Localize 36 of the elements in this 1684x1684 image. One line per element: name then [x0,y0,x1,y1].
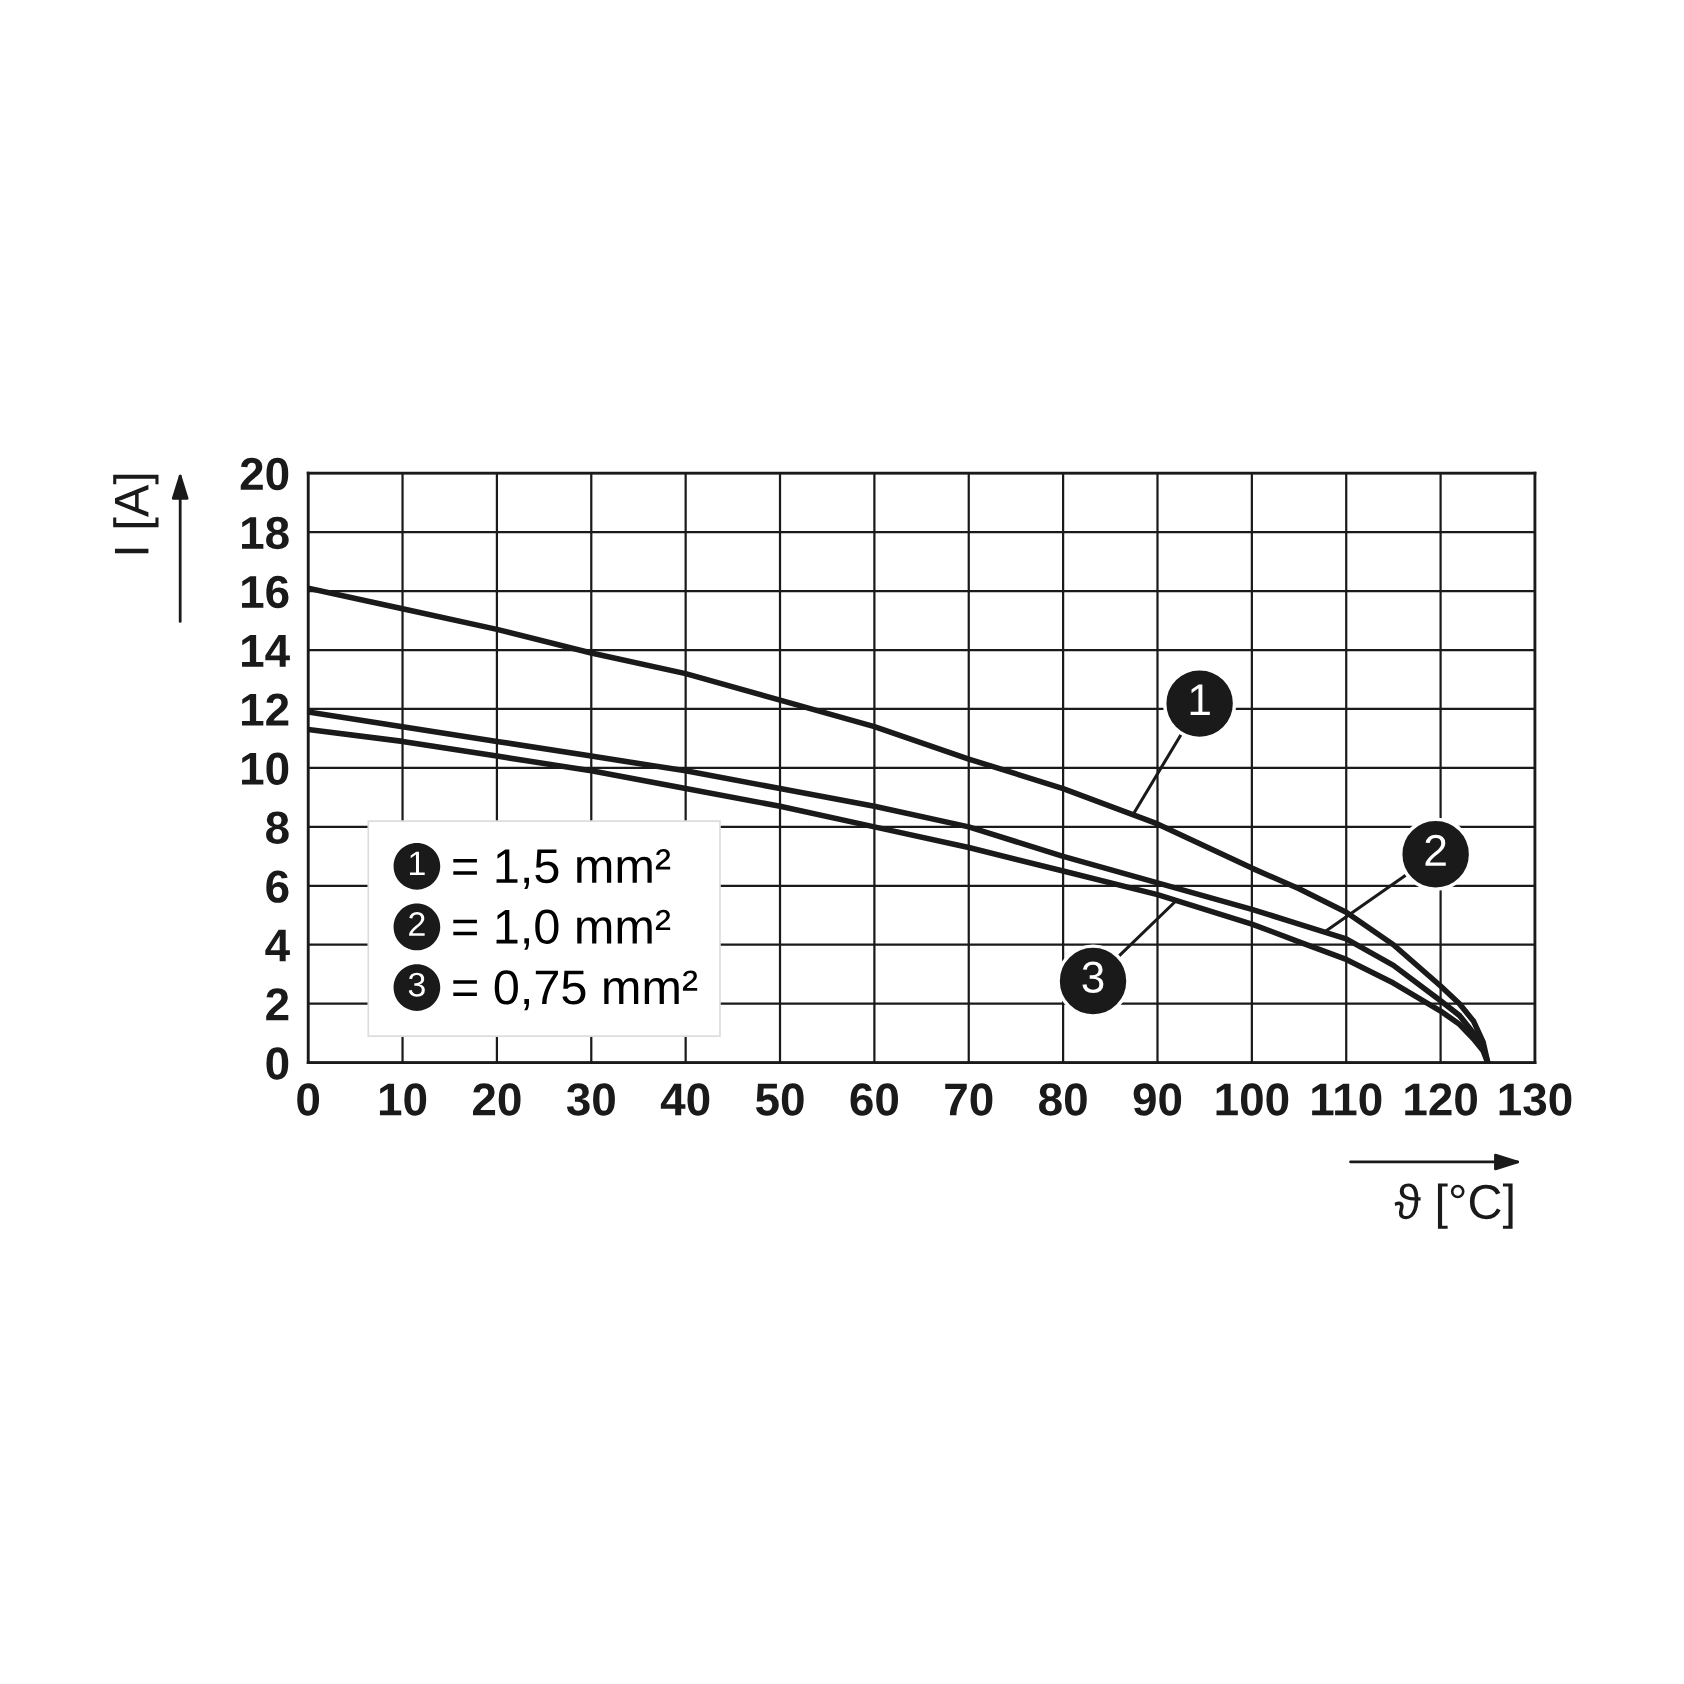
x-tick-label: 70 [945,1083,993,1116]
y-tick-label: 12 [242,693,289,726]
x-tick-label: 100 [1216,1083,1289,1116]
y-tick-label: 6 [266,870,289,903]
y-tick-label: 0 [266,1047,289,1080]
y-tick-label: 10 [242,752,289,785]
legend-label: 2 [409,911,425,936]
y-tick-label: 18 [242,516,289,550]
y-tick-label: 16 [242,575,289,609]
text: 3 [408,972,425,997]
x-tick-label: 10 [379,1083,427,1116]
x-tick-label: 90 [1133,1083,1182,1116]
x-axis-title: ϑ [°C] [1394,1183,1513,1229]
x-tick-label: 30 [566,1083,615,1116]
legend-label: 3 [1082,961,1104,994]
x-tick-label: 50 [755,1083,804,1116]
annotation: = 0,75 mm² [453,970,698,1011]
text: 1 [410,851,425,876]
text: 1 [1190,684,1210,716]
x-tick-label: 130 [1499,1083,1572,1116]
x-tick-label: 0 [297,1083,320,1116]
x-tick-label: 60 [850,1083,898,1116]
y-tick-label: 14 [242,635,290,667]
annotation: = 1,0 mm² [453,909,671,950]
annotation: = 1,5 mm² [453,849,671,890]
y-tick-label: 8 [266,811,289,844]
text: 2 [1425,834,1446,866]
y-tick-label: 20 [240,457,289,491]
x-tick-label: 110 [1312,1083,1382,1116]
x-tick-label: 40 [660,1083,710,1116]
x-tick-label: 120 [1405,1083,1477,1116]
y-tick-label: 2 [266,988,289,1021]
x-tick-label: 20 [473,1083,521,1116]
y-tick-label: 4 [265,929,290,962]
y-axis-title: I [A] [113,474,159,554]
x-tick-label: 80 [1039,1083,1087,1116]
